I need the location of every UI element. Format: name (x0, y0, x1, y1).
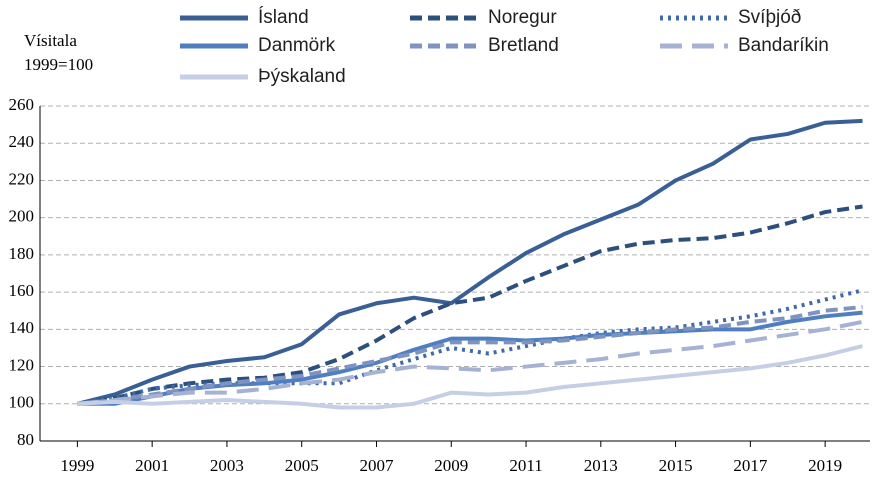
y-tick-label: 120 (9, 355, 35, 374)
y-tick-label: 100 (9, 393, 35, 412)
y-tick-label: 240 (9, 132, 35, 151)
series-line (76, 118, 863, 406)
y-tick-label: 180 (9, 244, 35, 263)
x-tick-label: 2017 (733, 456, 768, 475)
y-tick-label: 260 (9, 95, 35, 114)
legend-label: Noregur (488, 7, 557, 28)
x-tick-label: 2003 (210, 456, 244, 475)
x-tick-label: 2019 (808, 456, 842, 475)
y-axis-label: 1999=100 (24, 55, 93, 74)
x-tick-label: 2013 (584, 456, 618, 475)
x-tick-label: 2015 (659, 456, 693, 475)
y-axis-label: Vísitala (24, 31, 77, 50)
x-tick-label: 2001 (135, 456, 169, 475)
x-tick-label: 2007 (359, 456, 394, 475)
legend-label: Danmörk (258, 35, 336, 56)
series-line (77, 344, 864, 410)
series-line (77, 288, 864, 406)
legend-label: Þýskaland (258, 66, 346, 87)
legend-label: Ísland (258, 7, 309, 28)
legend-label: Svíþjóð (738, 7, 801, 28)
series-line (77, 310, 863, 406)
x-tick-label: 2011 (509, 456, 542, 475)
legend-label: Bretland (488, 35, 559, 56)
y-tick-label: 220 (9, 169, 35, 188)
x-tick-label: 1999 (60, 456, 94, 475)
series-line (77, 204, 863, 406)
y-tick-label: 200 (9, 207, 35, 226)
series-line (77, 305, 863, 406)
y-tick-label: 160 (9, 281, 35, 300)
y-tick-label: 140 (9, 318, 35, 337)
series-line (77, 319, 863, 406)
y-tick-label: 80 (17, 430, 34, 449)
legend-label: Bandaríkin (738, 35, 829, 56)
x-tick-label: 2005 (285, 456, 319, 475)
x-tick-label: 2009 (434, 456, 468, 475)
